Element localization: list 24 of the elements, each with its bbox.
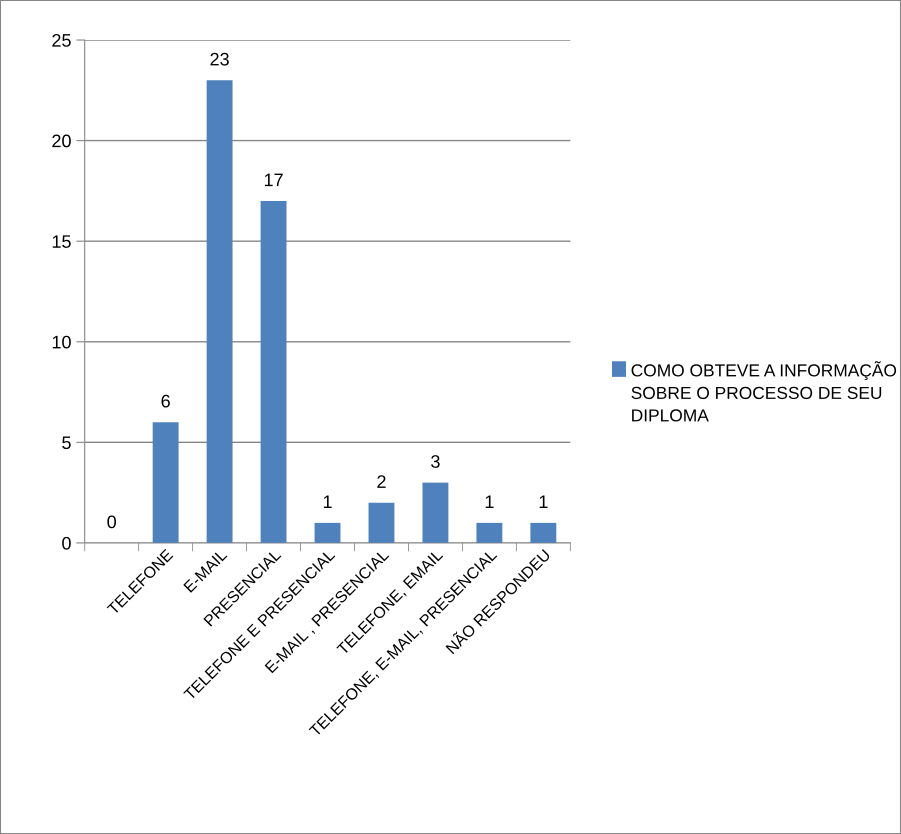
- data-label: 6: [162, 394, 170, 408]
- data-label: 0: [107, 515, 116, 528]
- bar: [530, 522, 556, 543]
- y-tick-label: 20: [52, 134, 71, 148]
- data-label: 1: [486, 496, 494, 508]
- data-label: 2: [377, 475, 386, 488]
- bar: [476, 522, 502, 543]
- bar: [152, 422, 179, 543]
- y-tick-label: 25: [52, 34, 71, 47]
- data-label: 17: [264, 174, 283, 186]
- bar: [260, 200, 287, 543]
- legend-label: COMO OBTEVE A INFORMAÇÃO SOBRE O PROCESSO DE SEU DIPLOMA: [631, 361, 896, 422]
- y-tick-label: 10: [52, 336, 71, 348]
- bar: [422, 482, 448, 543]
- bar: [368, 502, 394, 543]
- bar: [314, 522, 340, 543]
- y-tick-label: 15: [52, 235, 71, 248]
- data-label: 23: [210, 52, 229, 66]
- y-tick-label: 5: [62, 436, 71, 450]
- bar: [206, 80, 233, 543]
- data-label: 1: [324, 496, 332, 508]
- data-label: 1: [540, 496, 548, 508]
- data-label: 3: [431, 455, 440, 468]
- y-tick-label: 0: [62, 536, 71, 550]
